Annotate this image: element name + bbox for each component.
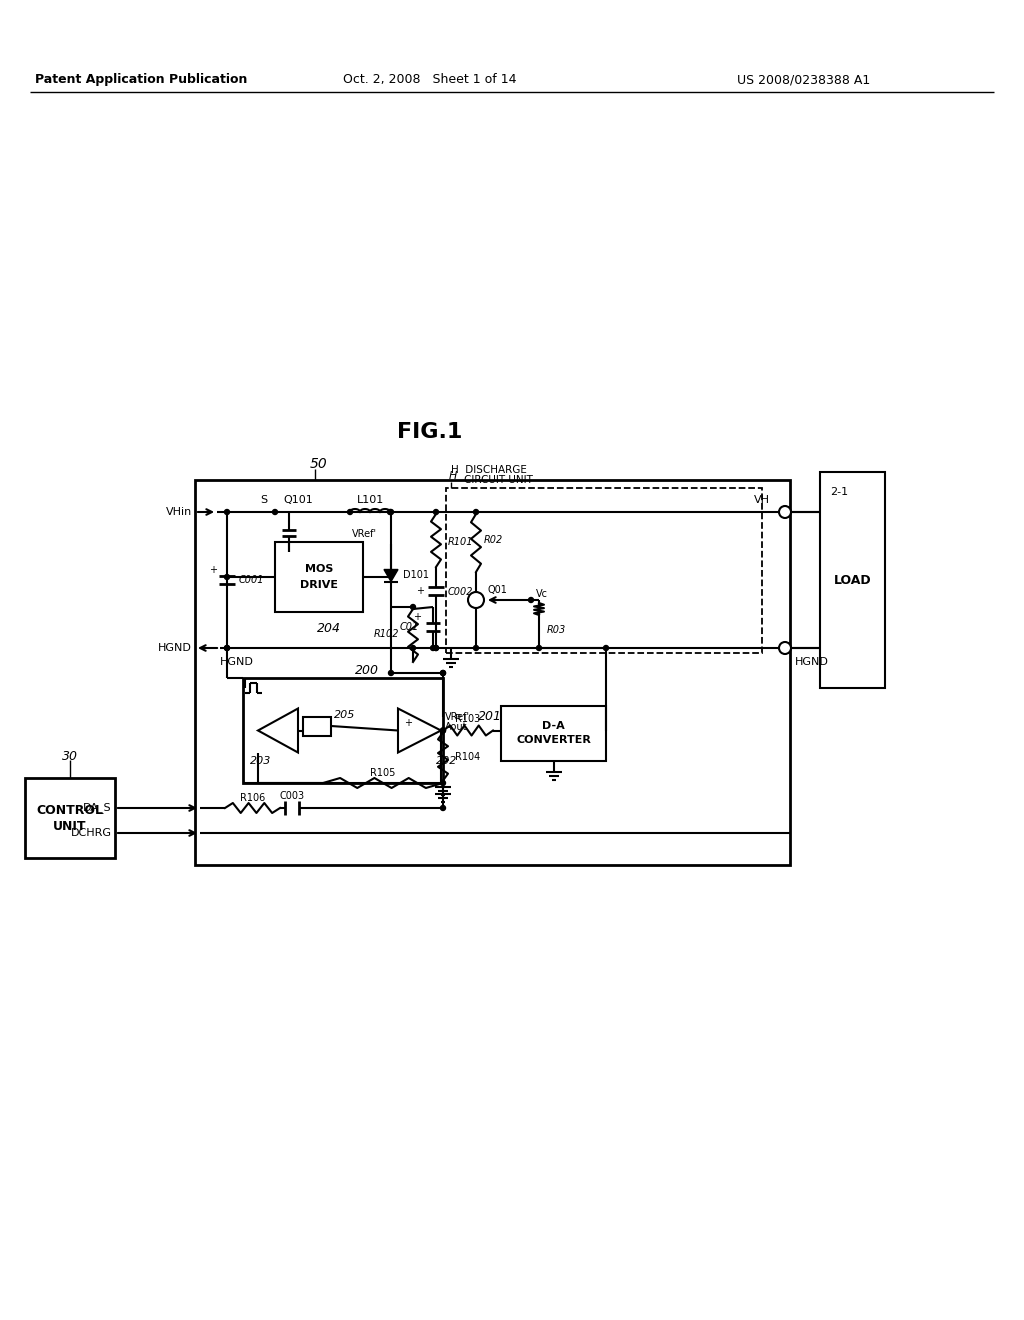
Text: HGND: HGND (220, 657, 254, 667)
Text: 2-1: 2-1 (830, 487, 848, 498)
Bar (25, 777, 115, 858)
Text: Vc: Vc (536, 589, 548, 599)
Polygon shape (258, 709, 298, 752)
Text: Q101: Q101 (283, 495, 312, 506)
Bar (501, 705, 606, 760)
Text: +: + (413, 612, 421, 623)
Text: DCHRG: DCHRG (71, 828, 112, 838)
Text: R106: R106 (240, 793, 265, 803)
Circle shape (433, 645, 438, 651)
Text: FIG.1: FIG.1 (397, 422, 463, 442)
Circle shape (430, 645, 435, 651)
Text: R105: R105 (371, 768, 395, 777)
Circle shape (224, 645, 229, 651)
Text: 201: 201 (478, 710, 502, 723)
Circle shape (528, 598, 534, 602)
Text: MOS: MOS (305, 564, 333, 574)
Text: L101: L101 (356, 495, 384, 506)
Text: C01: C01 (399, 623, 419, 632)
Bar (195, 480, 790, 865)
Text: UNIT: UNIT (53, 820, 87, 833)
Text: C002: C002 (449, 587, 473, 597)
Circle shape (440, 671, 445, 676)
Circle shape (440, 729, 445, 733)
Text: CONVERTER: CONVERTER (516, 735, 591, 744)
Circle shape (440, 671, 445, 676)
Bar (446, 488, 762, 653)
Circle shape (411, 645, 416, 651)
Circle shape (388, 671, 393, 676)
Text: 202: 202 (436, 755, 458, 766)
Circle shape (440, 780, 445, 785)
Text: HGND: HGND (158, 643, 193, 653)
Text: 30: 30 (62, 750, 78, 763)
Text: VRef': VRef' (445, 711, 470, 722)
Text: Aout: Aout (445, 722, 468, 733)
Text: HGND: HGND (795, 657, 828, 667)
Polygon shape (384, 569, 398, 582)
Text: R02: R02 (484, 535, 503, 545)
Text: CONTROL: CONTROL (37, 804, 103, 817)
Text: H  DISCHARGE: H DISCHARGE (451, 465, 527, 475)
Text: 204: 204 (317, 622, 341, 635)
Circle shape (433, 510, 438, 515)
Circle shape (224, 645, 229, 651)
Bar (820, 473, 885, 688)
Circle shape (433, 645, 438, 651)
Circle shape (603, 645, 608, 651)
Text: DA_S: DA_S (83, 803, 112, 813)
Circle shape (440, 805, 445, 810)
Circle shape (468, 591, 484, 609)
Circle shape (473, 645, 478, 651)
Text: R104: R104 (455, 751, 480, 762)
Bar (275, 543, 362, 612)
Polygon shape (398, 709, 441, 752)
Circle shape (224, 510, 229, 515)
Circle shape (473, 510, 478, 515)
Text: 203: 203 (250, 755, 271, 766)
Text: R103: R103 (456, 714, 480, 723)
Text: R102: R102 (374, 630, 399, 639)
Text: R03: R03 (547, 624, 566, 635)
Circle shape (537, 645, 542, 651)
Text: R101: R101 (449, 537, 473, 546)
Text: D101: D101 (403, 570, 429, 581)
Circle shape (272, 510, 278, 515)
Text: Oct. 2, 2008   Sheet 1 of 14: Oct. 2, 2008 Sheet 1 of 14 (343, 74, 517, 87)
Bar (303, 717, 331, 735)
Text: LOAD: LOAD (834, 573, 871, 586)
Text: H: H (449, 471, 458, 480)
Text: C001: C001 (239, 576, 264, 585)
Text: C003: C003 (280, 791, 304, 801)
Text: Patent Application Publication: Patent Application Publication (35, 74, 248, 87)
Circle shape (411, 605, 416, 610)
Bar (243, 678, 443, 783)
Text: 205: 205 (334, 710, 355, 719)
Text: Q01: Q01 (488, 585, 508, 595)
Text: CIRCUIT UNIT: CIRCUIT UNIT (464, 475, 532, 484)
Circle shape (779, 506, 791, 517)
Text: VRef': VRef' (352, 529, 377, 539)
Text: D-A: D-A (542, 721, 565, 731)
Text: DRIVE: DRIVE (300, 579, 338, 590)
Circle shape (388, 510, 393, 515)
Text: VH: VH (754, 495, 770, 506)
Text: +: + (416, 586, 424, 597)
Text: +: + (209, 565, 217, 576)
Circle shape (440, 729, 445, 733)
Text: US 2008/0238388 A1: US 2008/0238388 A1 (736, 74, 870, 87)
Text: S: S (260, 495, 267, 506)
Text: +: + (404, 718, 412, 727)
Circle shape (224, 574, 229, 579)
Text: 200: 200 (355, 664, 379, 676)
Text: 50: 50 (310, 457, 328, 471)
Circle shape (779, 642, 791, 653)
Circle shape (347, 510, 352, 515)
Circle shape (387, 510, 392, 515)
Text: VHin: VHin (166, 507, 193, 517)
